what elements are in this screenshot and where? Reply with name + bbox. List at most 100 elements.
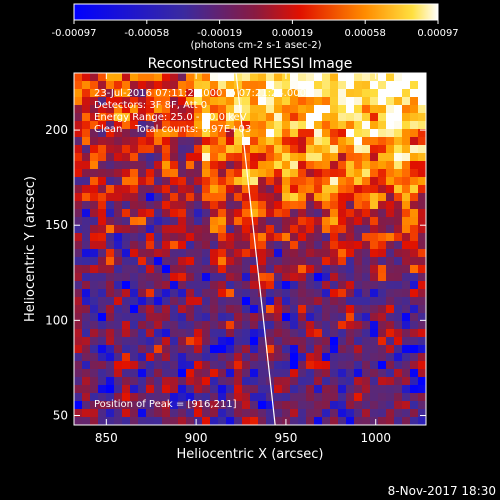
heatmap-cell xyxy=(138,409,147,418)
heatmap-cell xyxy=(274,369,283,378)
heatmap-cell xyxy=(370,113,379,122)
heatmap-cell xyxy=(258,257,267,266)
heatmap-cell xyxy=(266,353,275,362)
heatmap-cell xyxy=(378,321,387,330)
heatmap-cell xyxy=(402,361,411,370)
heatmap-cell xyxy=(394,113,403,122)
heatmap-cell xyxy=(170,417,179,425)
heatmap-cell xyxy=(74,209,83,218)
heatmap-cell xyxy=(290,321,299,330)
heatmap-cell xyxy=(194,185,203,194)
heatmap-cell xyxy=(178,361,187,370)
heatmap-cell xyxy=(306,113,315,122)
heatmap-cell xyxy=(178,385,187,394)
heatmap-cell xyxy=(258,385,267,394)
heatmap-cell xyxy=(98,345,107,354)
heatmap-cell xyxy=(418,153,426,162)
heatmap-cell xyxy=(330,281,339,290)
heatmap-cell xyxy=(242,345,251,354)
heatmap-cell xyxy=(402,169,411,178)
heatmap-cell xyxy=(82,393,91,402)
heatmap-cell xyxy=(370,321,379,330)
heatmap-cell xyxy=(186,369,195,378)
heatmap-cell xyxy=(138,201,147,210)
heatmap-cell xyxy=(362,345,371,354)
heatmap-cell xyxy=(386,153,395,162)
peak-position-label: Position of Peak = [916,211] xyxy=(94,399,237,410)
heatmap-cell xyxy=(418,289,426,298)
heatmap-cell xyxy=(378,337,387,346)
heatmap-cell xyxy=(202,257,211,266)
heatmap-cell xyxy=(282,113,291,122)
heatmap-cell xyxy=(178,417,187,425)
heatmap-cell xyxy=(194,297,203,306)
heatmap-cell xyxy=(266,273,275,282)
heatmap-cell xyxy=(394,377,403,386)
heatmap-cell xyxy=(306,249,315,258)
heatmap-cell xyxy=(354,313,363,322)
heatmap-cell xyxy=(202,337,211,346)
heatmap-cell xyxy=(98,137,107,146)
heatmap-cell xyxy=(234,209,243,218)
heatmap-cell xyxy=(194,233,203,242)
heatmap-cell xyxy=(250,313,259,322)
heatmap-cell xyxy=(258,73,267,82)
heatmap-cell xyxy=(138,417,147,425)
heatmap-cell xyxy=(322,89,331,98)
heatmap-cell xyxy=(330,385,339,394)
heatmap-cell xyxy=(218,217,227,226)
heatmap-cell xyxy=(210,209,219,218)
heatmap-cell xyxy=(74,233,83,242)
heatmap-cell xyxy=(386,257,395,266)
heatmap-cell xyxy=(314,265,323,274)
heatmap-cell xyxy=(90,137,99,146)
heatmap-cell xyxy=(162,177,171,186)
heatmap-cell xyxy=(258,153,267,162)
heatmap-cell xyxy=(210,369,219,378)
heatmap-cell xyxy=(162,161,171,170)
heatmap-cell xyxy=(322,137,331,146)
heatmap-cell xyxy=(210,353,219,362)
heatmap-cell xyxy=(338,385,347,394)
heatmap-cell xyxy=(410,369,419,378)
heatmap-cell xyxy=(418,305,426,314)
heatmap-cell xyxy=(314,177,323,186)
heatmap-cell xyxy=(218,177,227,186)
heatmap-cell xyxy=(258,377,267,386)
heatmap-cell xyxy=(138,265,147,274)
heatmap-cell xyxy=(298,161,307,170)
heatmap-cell xyxy=(346,369,355,378)
heatmap-cell xyxy=(282,369,291,378)
heatmap-cell xyxy=(386,73,395,82)
heatmap-cell xyxy=(114,217,123,226)
heatmap-cell xyxy=(146,217,155,226)
heatmap-cell xyxy=(82,313,91,322)
heatmap-cell xyxy=(122,289,131,298)
heatmap-cell xyxy=(154,249,163,258)
heatmap-cell xyxy=(170,209,179,218)
heatmap-cell xyxy=(154,281,163,290)
heatmap-cell xyxy=(306,161,315,170)
heatmap-cell xyxy=(218,193,227,202)
heatmap-cell xyxy=(402,185,411,194)
heatmap-cell xyxy=(346,89,355,98)
heatmap-cell xyxy=(410,289,419,298)
heatmap-cell xyxy=(394,201,403,210)
heatmap-cell xyxy=(74,137,83,146)
heatmap-cell xyxy=(210,361,219,370)
heatmap-cell xyxy=(194,177,203,186)
heatmap-cell xyxy=(154,337,163,346)
heatmap-cell xyxy=(282,361,291,370)
heatmap-cell xyxy=(314,241,323,250)
heatmap-cell xyxy=(234,233,243,242)
heatmap-cell xyxy=(218,321,227,330)
heatmap-cell xyxy=(386,265,395,274)
heatmap-cell xyxy=(362,209,371,218)
heatmap-cell xyxy=(282,385,291,394)
heatmap-cell xyxy=(82,369,91,378)
heatmap-cell xyxy=(138,353,147,362)
heatmap-cell xyxy=(106,385,115,394)
heatmap-cell xyxy=(218,281,227,290)
heatmap-cell xyxy=(394,217,403,226)
heatmap-cell xyxy=(266,233,275,242)
